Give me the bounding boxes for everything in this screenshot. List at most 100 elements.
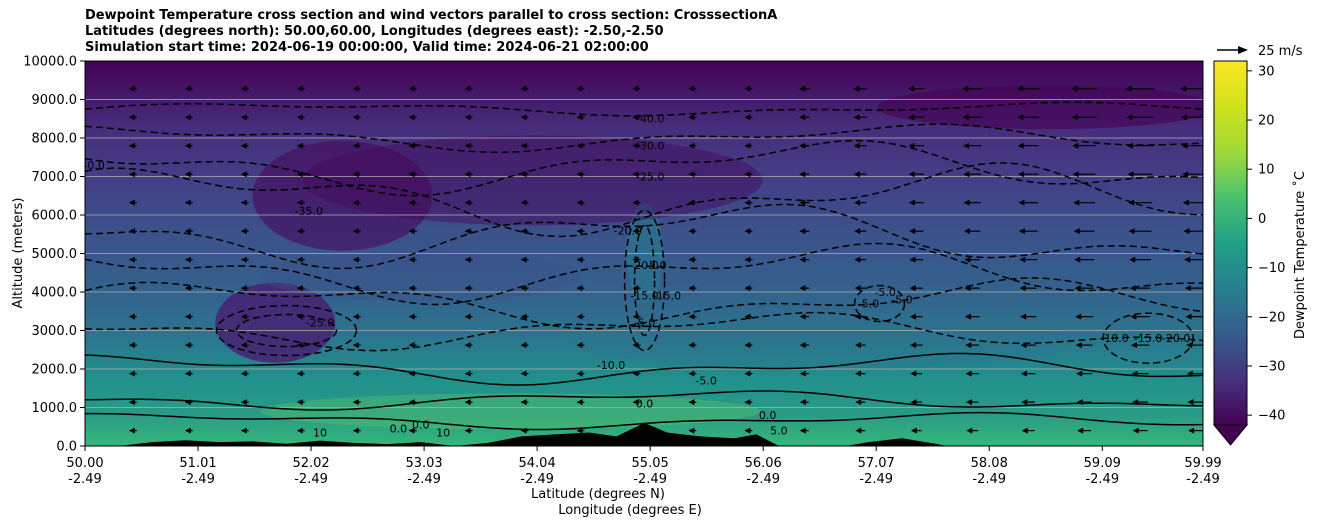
wind-vector-head: [576, 427, 583, 434]
wind-vector-head: [1020, 342, 1027, 349]
wind-vector-head: [240, 228, 247, 235]
wind-vector-head: [296, 342, 303, 349]
wind-vector-head: [855, 399, 862, 406]
wind-vector-head: [184, 171, 191, 178]
contour-line: [85, 242, 1203, 306]
wind-vector-head: [632, 399, 639, 406]
contour-label: 10: [436, 426, 450, 439]
wind-vector-head: [799, 285, 806, 292]
wind-vector-head: [520, 85, 527, 92]
wind-vector-head: [688, 142, 695, 149]
wind-vector-head: [909, 256, 916, 263]
wind-vector-head: [799, 313, 806, 320]
contour-label: -20.0: [630, 259, 658, 272]
dewpoint-blobs: [215, 85, 1203, 430]
contour-label: -30.0: [636, 140, 664, 153]
x-tick-label-lon: -2.49: [68, 472, 102, 487]
colorbar-tick-label: 30: [1258, 64, 1275, 79]
wind-vector-head: [799, 370, 806, 377]
wind-vector-head: [184, 114, 191, 121]
wind-vector-head: [1128, 199, 1135, 206]
wind-vector-head: [854, 199, 861, 206]
wind-vector-head: [744, 171, 751, 178]
wind-vector-head: [240, 285, 247, 292]
wind-vector-head: [688, 342, 695, 349]
wind-vector-head: [632, 342, 639, 349]
colorbar-ticks: 30 20 10 0 −10 −20 −30 −40: [1247, 64, 1285, 424]
wind-vector-head: [184, 399, 191, 406]
colorbar-tick-label: −10: [1258, 261, 1285, 276]
wind-vector-head: [1127, 171, 1134, 178]
wind-vector-head: [907, 85, 914, 92]
wind-vector-head: [464, 114, 471, 121]
wind-vector-head: [688, 228, 695, 235]
wind-vector-head: [408, 256, 415, 263]
contour-line: [85, 390, 1203, 411]
wind-vector-head: [464, 399, 471, 406]
wind-vector-head: [1126, 114, 1133, 121]
wind-vector-head: [1128, 228, 1135, 235]
wind-vector-head: [408, 370, 415, 377]
wind-vector-head: [964, 313, 971, 320]
wind-vector-head: [408, 342, 415, 349]
wind-vector-head: [296, 171, 303, 178]
wind-vector-head: [1182, 171, 1189, 178]
wind-vector-head: [184, 370, 191, 377]
wind-vector-head: [184, 313, 191, 320]
wind-vector-head: [632, 85, 639, 92]
wind-vector-head: [128, 427, 135, 434]
wind-vector-head: [464, 199, 471, 206]
wind-vector-head: [576, 342, 583, 349]
wind-vector-head: [632, 370, 639, 377]
wind-vector-head: [632, 285, 639, 292]
plot-area: -40.0-30.0-25.0-35.0-40.0-20.0-20.0-5.0-…: [85, 61, 1203, 446]
wind-vector-head: [908, 199, 915, 206]
wind-vector-head: [464, 342, 471, 349]
wind-vector-head: [520, 199, 527, 206]
colorbar-tick-label: −40: [1258, 409, 1285, 424]
wind-vector-head: [965, 399, 972, 406]
wind-vector-head: [1071, 85, 1078, 92]
wind-vector-head: [744, 142, 751, 149]
contour-line: [85, 277, 1203, 330]
contour-label: -20.0: [614, 224, 642, 237]
colorbar-tick-label: 0: [1258, 212, 1266, 227]
wind-vector-head: [853, 85, 860, 92]
colorbar-tick-label: −30: [1258, 359, 1285, 374]
contour-loop: [215, 304, 358, 357]
wind-vector-head: [1132, 427, 1139, 434]
dewpoint-blob: [260, 393, 761, 430]
x-tick-label-lon: -2.49: [407, 472, 441, 487]
wind-vector-head: [520, 171, 527, 178]
wind-vector-head: [855, 427, 862, 434]
wind-vector-head: [1129, 256, 1136, 263]
wind-vector-head: [963, 142, 970, 149]
title-line-3: Simulation start time: 2024-06-19 00:00:…: [85, 40, 649, 55]
contour-label: -10.0: [1100, 332, 1128, 345]
wind-vector-head: [964, 256, 971, 263]
x-tick-label-lat: 58.08: [971, 456, 1008, 471]
wind-vector-head: [408, 142, 415, 149]
dewpoint-blob: [252, 140, 433, 251]
wind-vector-head: [184, 85, 191, 92]
wind-vector-head: [799, 228, 806, 235]
quiver-key: 25 m/s: [1217, 44, 1303, 59]
wind-vector-head: [632, 256, 639, 263]
wind-vector-head: [576, 285, 583, 292]
wind-vector-head: [962, 85, 969, 92]
wind-vector-head: [1020, 313, 1027, 320]
wind-vector-head: [1130, 313, 1137, 320]
wind-vector-head: [688, 399, 695, 406]
wind-vector-head: [910, 370, 917, 377]
wind-vector-head: [1018, 199, 1025, 206]
wind-vector-head: [464, 313, 471, 320]
wind-vector-head: [909, 313, 916, 320]
wind-vector-head: [963, 199, 970, 206]
wind-vector-head: [1185, 313, 1192, 320]
wind-vector-head: [910, 427, 917, 434]
wind-vector-head: [1073, 228, 1080, 235]
wind-vector-head: [1186, 342, 1193, 349]
wind-vector-head: [1074, 285, 1081, 292]
wind-vector-head: [1188, 427, 1195, 434]
x-tick-label-lat: 55.05: [632, 456, 669, 471]
